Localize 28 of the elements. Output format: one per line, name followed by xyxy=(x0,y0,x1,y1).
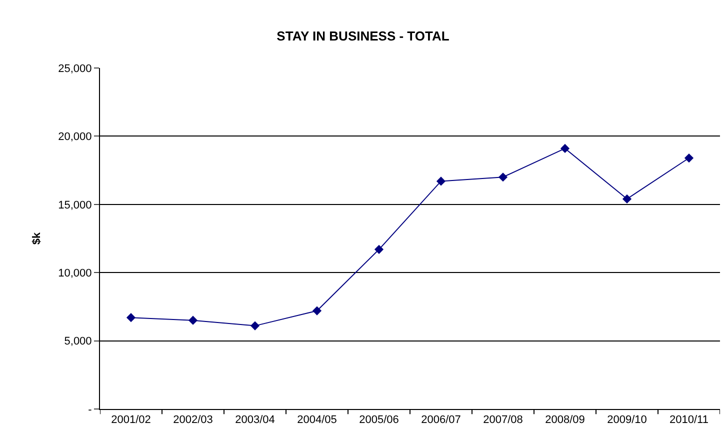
x-tick-label: 2010/11 xyxy=(670,414,708,426)
x-tick-label: 2002/03 xyxy=(173,414,213,426)
y-tick-label: 5,000 xyxy=(64,336,92,348)
x-tick-label: 2005/06 xyxy=(359,414,399,426)
y-tick-label: - xyxy=(88,404,92,416)
point xyxy=(560,144,570,154)
y-tick-label: 25,000 xyxy=(58,62,92,75)
x-tick-label: 2007/08 xyxy=(483,414,523,426)
point xyxy=(622,194,632,204)
chart-title: STAY IN BUSINESS - TOTAL xyxy=(276,28,450,44)
point xyxy=(188,316,198,325)
point xyxy=(684,153,694,163)
x-tick-label: 2009/10 xyxy=(607,414,647,426)
y-tick-label: 10,000 xyxy=(58,267,92,280)
y-tick-label: 20,000 xyxy=(58,131,92,144)
x-tick-label: 2003/04 xyxy=(235,414,275,426)
point xyxy=(498,172,508,182)
x-tick-label: 2004/05 xyxy=(297,414,337,426)
y-axis-title: $k xyxy=(30,232,43,245)
point xyxy=(374,244,384,254)
point xyxy=(250,321,260,330)
y-tick-label: 15,000 xyxy=(58,199,92,212)
x-tick-label: 2006/07 xyxy=(421,414,461,426)
point xyxy=(312,306,322,316)
x-tick-label: 2008/09 xyxy=(545,414,585,426)
point xyxy=(436,176,446,186)
x-tick-label: 2001/02 xyxy=(111,414,151,426)
point xyxy=(126,313,136,322)
